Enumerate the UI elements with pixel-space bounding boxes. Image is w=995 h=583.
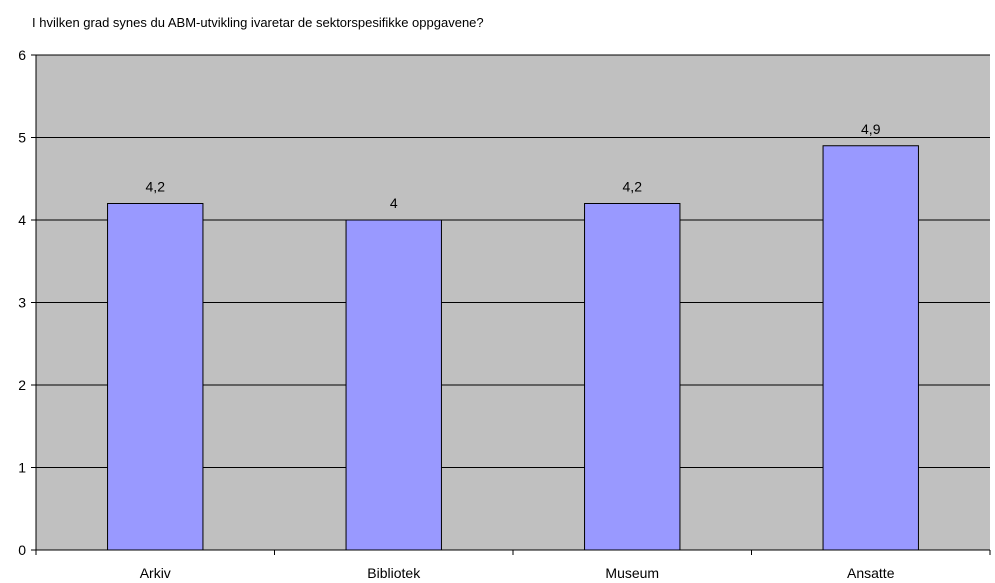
axes bbox=[31, 54, 991, 555]
value-label: 4,2 bbox=[623, 179, 643, 195]
bar bbox=[822, 145, 919, 551]
y-tick-labels: 0 1 2 3 4 5 6 bbox=[18, 47, 26, 558]
chart-title: I hvilken grad synes du ABM-utvikling iv… bbox=[32, 15, 484, 30]
bar bbox=[584, 203, 681, 551]
y-tick-label: 1 bbox=[18, 460, 26, 476]
x-tick-label: Arkiv bbox=[140, 565, 171, 581]
x-tick-labels: Arkiv Bibliotek Museum Ansatte bbox=[140, 565, 895, 581]
value-label: 4,9 bbox=[861, 121, 881, 137]
y-tick-label: 2 bbox=[18, 377, 26, 393]
bars bbox=[107, 145, 919, 551]
y-tick-label: 4 bbox=[18, 212, 26, 228]
y-tick-label: 0 bbox=[18, 542, 26, 558]
x-tick-label: Museum bbox=[605, 565, 659, 581]
x-tick-label: Bibliotek bbox=[367, 565, 421, 581]
y-tick-label: 6 bbox=[18, 47, 26, 63]
bar bbox=[345, 219, 442, 551]
bar bbox=[107, 203, 204, 551]
x-tick-label: Ansatte bbox=[847, 565, 895, 581]
y-tick-label: 5 bbox=[18, 130, 26, 146]
value-label: 4 bbox=[390, 195, 398, 211]
y-tick-label: 3 bbox=[18, 295, 26, 311]
value-labels: 4,2 4 4,2 4,9 bbox=[146, 121, 881, 211]
value-label: 4,2 bbox=[146, 179, 166, 195]
